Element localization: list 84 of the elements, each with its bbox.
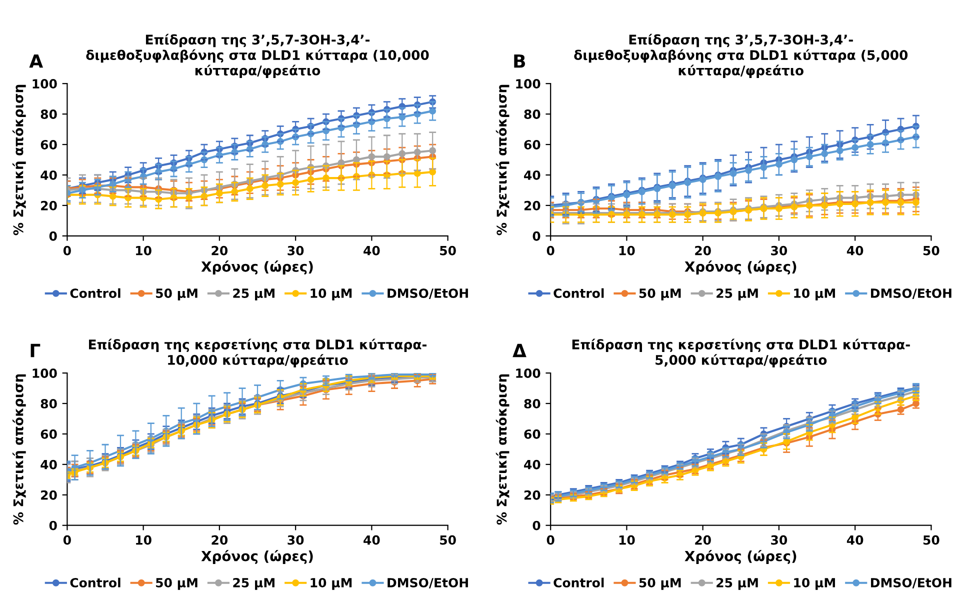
legend-label: 10 μM [794,288,835,300]
y-tick-label: 100 [32,368,57,378]
legend-label: 50 μM [156,578,198,590]
x-tick-label: 10 [619,535,635,545]
legend-label: 25 μM [716,288,758,300]
legend-label: 25 μM [716,578,758,590]
x-tick-label: 0 [63,246,71,256]
y-tick-label: 60 [40,429,57,439]
y-tick-label: 60 [40,140,57,150]
y-tick-label: 0 [532,231,540,241]
legend-label: 25 μM [233,288,274,300]
x-tick-label: 30 [288,535,304,545]
x-tick-label: 40 [846,246,864,256]
y-tick-label: 80 [40,398,57,408]
y-tick-label: 60 [524,140,540,150]
y-tick-label: 0 [49,231,57,241]
x-tick-label: 10 [136,246,152,256]
text: A [29,54,44,68]
x-tick-label: 0 [63,535,71,545]
legend-label: Control [554,288,604,298]
x-tick-label: 50 [923,535,940,545]
y-axis-title: % Σχετική απόκριση [496,374,510,525]
x-axis-title: Χρόνος (ώρες) [684,260,796,275]
y-tick-label: 100 [516,79,540,89]
x-tick-label: 30 [288,246,304,256]
legend-label: 10 μM [310,288,352,300]
y-tick-label: 100 [516,368,540,378]
legend-label: Control [554,578,604,588]
y-tick-label: 40 [524,170,540,180]
text: B [514,54,526,68]
y-tick-label: 0 [49,520,57,530]
x-axis-title: Χρόνος (ώρες) [201,260,313,275]
x-tick-label: 10 [619,246,635,256]
legend-label: 25 μM [233,578,274,590]
x-tick-label: 50 [440,246,456,256]
y-tick-label: 40 [40,460,57,470]
y-axis-title: % Σχετική απόκριση [496,84,510,236]
y-tick-label: 0 [532,520,540,530]
y-tick-label: 60 [524,429,540,439]
chart-title: Επίδραση της κερσετίνης στα DLD1 κύτταρα- 5,000 κύτταρα/φρεάτιο [572,338,910,368]
legend-label: DMSO/EtOH [871,578,952,588]
x-tick-label: 50 [923,246,940,256]
y-tick-label: 40 [524,460,540,470]
y-axis-title: % Σχετική απόκριση [12,84,26,236]
x-tick-label: 40 [364,535,380,545]
chart-title: Επίδραση της κερσετίνης στα DLD1 κύτταρα- 10,000 κύτταρα/φρεάτιο [89,338,426,368]
legend-label: DMSO/EtOH [388,578,468,588]
x-tick-label: 20 [212,535,228,545]
y-tick-label: 100 [32,79,57,89]
legend-label: Control [70,288,120,298]
legend-label: 50 μM [639,578,681,590]
x-tick-label: 40 [364,246,380,256]
legend-label: 10 μM [310,578,352,590]
x-tick-label: 20 [695,246,711,256]
chart-title: Επίδραση της 3’,5,7-3OH-3,4’- διμεθοξυφλαβόνης στα DLD1 κύτταρα (10,000 κύτταρα/φρεάτιο [86,34,429,78]
x-tick-label: 40 [846,535,864,545]
x-tick-label: 0 [546,246,554,256]
x-tick-label: 20 [695,535,711,545]
text: Γ [30,344,40,358]
legend-label: DMSO/EtOH [871,288,952,299]
x-tick-label: 20 [212,246,228,256]
chart-title: Επίδραση της 3’,5,7-3OH-3,4’- διμεθοξυφλαβόνης στα DLD1 κύτταρα (5,000 κύτταρα/φρεάτιο [574,34,908,78]
x-tick-label: 50 [440,535,456,545]
legend-label: Control [70,578,120,588]
legend-label: DMSO/EtOH [388,288,468,299]
y-tick-label: 20 [524,490,540,500]
x-axis-title: Χρόνος (ώρες) [201,550,313,564]
legend-label: 10 μM [794,578,835,590]
y-tick-label: 80 [524,110,540,119]
x-tick-label: 10 [136,535,152,545]
y-tick-label: 80 [524,398,540,408]
y-tick-label: 20 [41,200,57,210]
legend-label: 50 μM [156,288,198,300]
y-axis-title: % Σχετική απόκριση [12,374,26,525]
legend-label: 50 μM [639,288,681,300]
x-tick-label: 0 [546,535,554,545]
text: Δ [512,344,526,358]
x-axis-title: Χρόνος (ώρες) [684,550,796,564]
y-tick-label: 20 [524,200,540,210]
y-tick-label: 40 [40,170,57,180]
y-tick-label: 20 [41,490,57,500]
x-tick-label: 30 [771,246,788,256]
x-tick-label: 30 [771,535,788,545]
y-tick-label: 80 [40,110,57,119]
